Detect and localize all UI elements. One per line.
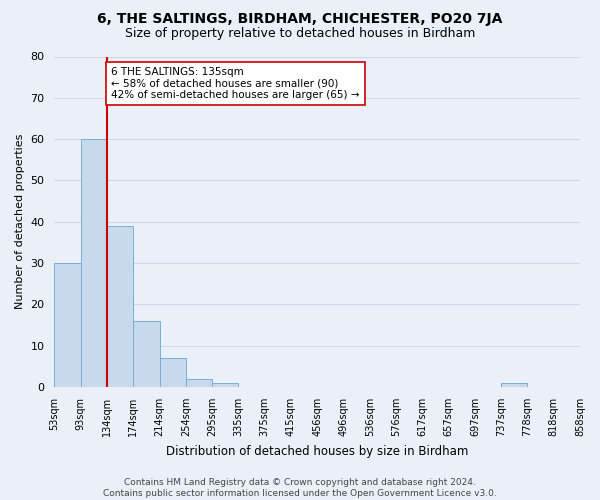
Bar	[80, 139, 107, 387]
Text: Size of property relative to detached houses in Birdham: Size of property relative to detached ho…	[125, 28, 475, 40]
Y-axis label: Number of detached properties: Number of detached properties	[15, 134, 25, 310]
Bar	[186, 379, 212, 387]
Bar	[133, 321, 160, 387]
Bar	[212, 383, 238, 387]
Text: Contains HM Land Registry data © Crown copyright and database right 2024.
Contai: Contains HM Land Registry data © Crown c…	[103, 478, 497, 498]
Bar	[55, 263, 80, 387]
Bar	[107, 226, 133, 387]
X-axis label: Distribution of detached houses by size in Birdham: Distribution of detached houses by size …	[166, 444, 469, 458]
Text: 6 THE SALTINGS: 135sqm
← 58% of detached houses are smaller (90)
42% of semi-det: 6 THE SALTINGS: 135sqm ← 58% of detached…	[111, 67, 359, 100]
Bar	[160, 358, 186, 387]
Text: 6, THE SALTINGS, BIRDHAM, CHICHESTER, PO20 7JA: 6, THE SALTINGS, BIRDHAM, CHICHESTER, PO…	[97, 12, 503, 26]
Bar	[501, 383, 527, 387]
